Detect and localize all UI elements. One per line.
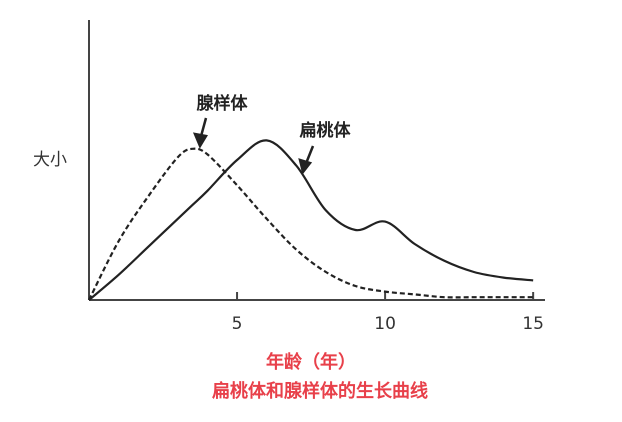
x-tick-label: 15 [522,314,544,334]
series-line [88,147,534,301]
x-tick-label: 10 [374,314,396,334]
arrows [192,117,315,175]
series-label: 腺样体 [197,93,249,114]
caption: 扁桃体和腺样体的生长曲线 [212,380,428,402]
x-tick-label: 5 [232,314,243,334]
y-axis-label: 大小 [33,150,67,170]
arrow-head [192,132,209,149]
arrow-head [298,158,313,175]
x-axis-label: 年龄（年） [266,351,356,373]
series-line [88,139,534,301]
series-label: 扁桃体 [300,120,352,141]
